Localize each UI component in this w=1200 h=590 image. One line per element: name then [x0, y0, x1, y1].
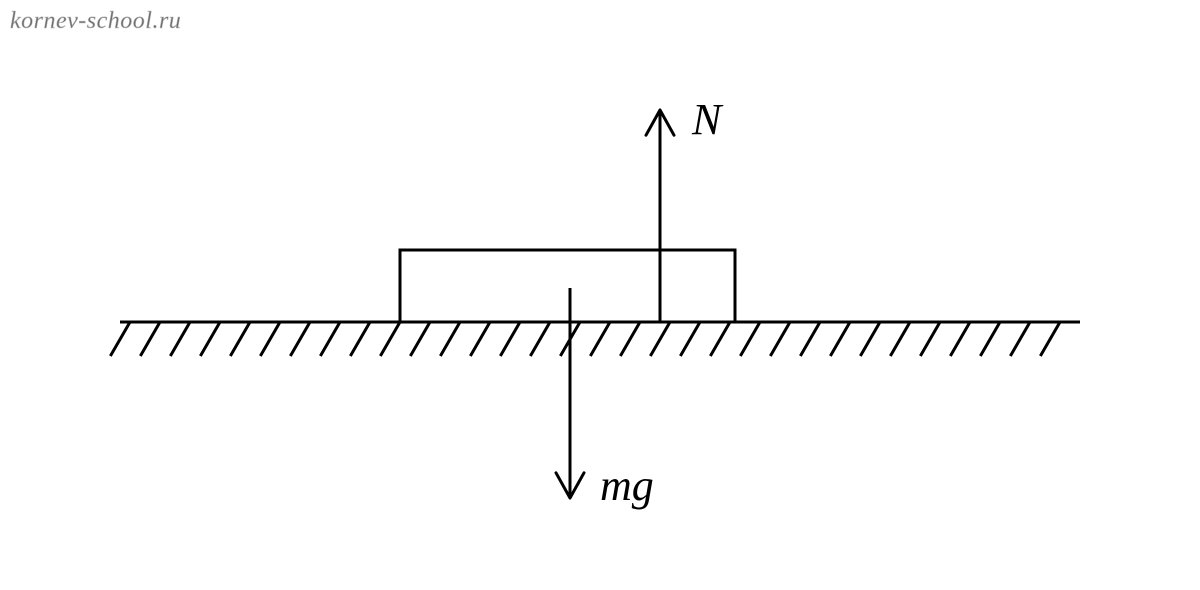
- block-rect: [400, 250, 735, 322]
- force-normal-label: N: [691, 95, 724, 144]
- force-normal: N: [646, 95, 724, 322]
- force-gravity-label: mg: [600, 461, 654, 510]
- ground-hatching: [110, 322, 1060, 356]
- diagram-stage: N mg: [0, 0, 1200, 590]
